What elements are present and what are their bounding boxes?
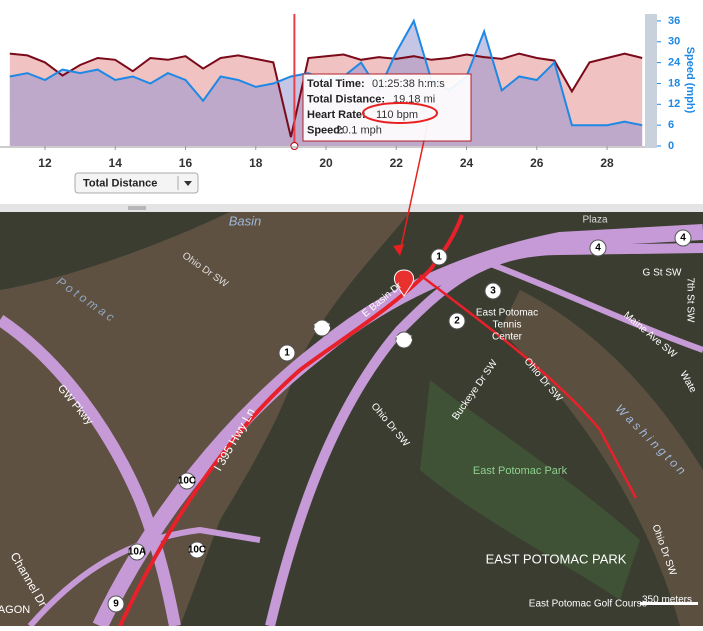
dropdown-arrow: [184, 181, 192, 186]
x-tick-label: 12: [38, 156, 52, 170]
map-label: 395: [396, 335, 413, 346]
map-label: 7th St SW: [684, 277, 695, 323]
map-label: 3: [490, 286, 496, 297]
road: [0, 315, 181, 628]
tooltip-value: 20.1 mph: [336, 124, 382, 136]
route-shield: [395, 331, 413, 349]
scale-bar: [640, 602, 698, 605]
annotation-arrow: [399, 121, 429, 253]
map-label: 1: [284, 348, 290, 359]
map-label: 4: [680, 233, 686, 244]
park: [420, 380, 640, 600]
route-shield: [188, 541, 206, 559]
annotation-circle: [362, 102, 438, 124]
x-tick-label: 18: [249, 156, 263, 170]
x-tick-label: 16: [179, 156, 193, 170]
road: [265, 243, 703, 628]
annotation-arrowhead: [393, 244, 404, 256]
tooltip-label: Speed:: [307, 124, 344, 136]
map-label: 10C: [178, 476, 196, 487]
route: [419, 274, 638, 499]
splitter[interactable]: [0, 204, 703, 212]
map-label: 9: [113, 599, 119, 610]
y-tick-label: 24: [668, 57, 681, 69]
channel: [500, 290, 703, 626]
map-label: AGON: [0, 604, 30, 616]
map-label: East Potomac Park: [473, 465, 568, 477]
tooltip-box: [302, 73, 472, 142]
map-label: East Potomac: [476, 308, 538, 319]
map-label: Plaza: [582, 215, 607, 226]
map-label: Tennis: [493, 320, 522, 331]
route-shield: [313, 319, 331, 337]
map-label: 2: [454, 316, 460, 327]
series-line: [9, 52, 643, 138]
cursor-dot: [290, 142, 299, 150]
tooltip: Total Time: 01:25:38 h:m:s Total Distance:…: [302, 73, 472, 142]
route-shield: [674, 229, 692, 247]
map-pin[interactable]: [393, 269, 415, 297]
x-selector[interactable]: Total Distance: [74, 172, 199, 194]
route-shield: [128, 543, 146, 561]
y-tick-label: 12: [668, 98, 680, 110]
map-label: 10A: [128, 547, 146, 558]
map-label: Center: [492, 332, 523, 343]
y-tick-label: 0: [668, 140, 674, 152]
y-tick-label: 18: [668, 77, 680, 89]
y-axis-bar: [645, 14, 657, 148]
x-tick-label: 14: [109, 156, 123, 170]
x-tick-label: 26: [530, 156, 544, 170]
y-tick-label: 36: [668, 15, 680, 27]
tooltip-value: 01:25:38 h:m:s: [372, 78, 445, 90]
x-tick-label: 24: [460, 156, 474, 170]
map-label: 10C: [188, 545, 206, 556]
map-label: Basin: [229, 213, 262, 228]
map-label: 350 meters: [642, 595, 692, 606]
map-label: G St SW: [643, 268, 682, 279]
route-shield: [278, 344, 296, 362]
tooltip-value: 110 bpm: [376, 109, 418, 121]
x-tick-label: 28: [600, 156, 614, 170]
route-shield: [107, 595, 125, 613]
route-shield: [448, 312, 466, 330]
route-shield: [589, 239, 607, 257]
river: [0, 212, 410, 626]
map-label: East Potomac Golf Course: [529, 599, 648, 610]
tooltip-label: Total Distance:: [307, 93, 385, 105]
tooltip-label: Heart Rate:: [307, 109, 366, 121]
route-shield: [430, 248, 448, 266]
road: [27, 526, 261, 628]
road: [478, 257, 703, 353]
route-shield: [484, 282, 502, 300]
route-shield: [178, 472, 196, 490]
tooltip-label: Total Time:: [307, 78, 365, 90]
y-axis-title: Speed (mph): [684, 47, 696, 114]
x-tick-label: 22: [390, 156, 404, 170]
map-label: 1: [436, 252, 442, 263]
y-tick-label: 30: [668, 36, 680, 48]
dropdown[interactable]: [74, 172, 199, 194]
map-label: 395: [314, 323, 331, 334]
map-label: 4: [595, 243, 601, 254]
y-tick-label: 6: [668, 119, 674, 131]
x-tick-label: 20: [319, 156, 333, 170]
map-label: EAST POTOMAC PARK: [486, 551, 627, 566]
dropdown-label: Total Distance: [83, 177, 157, 189]
